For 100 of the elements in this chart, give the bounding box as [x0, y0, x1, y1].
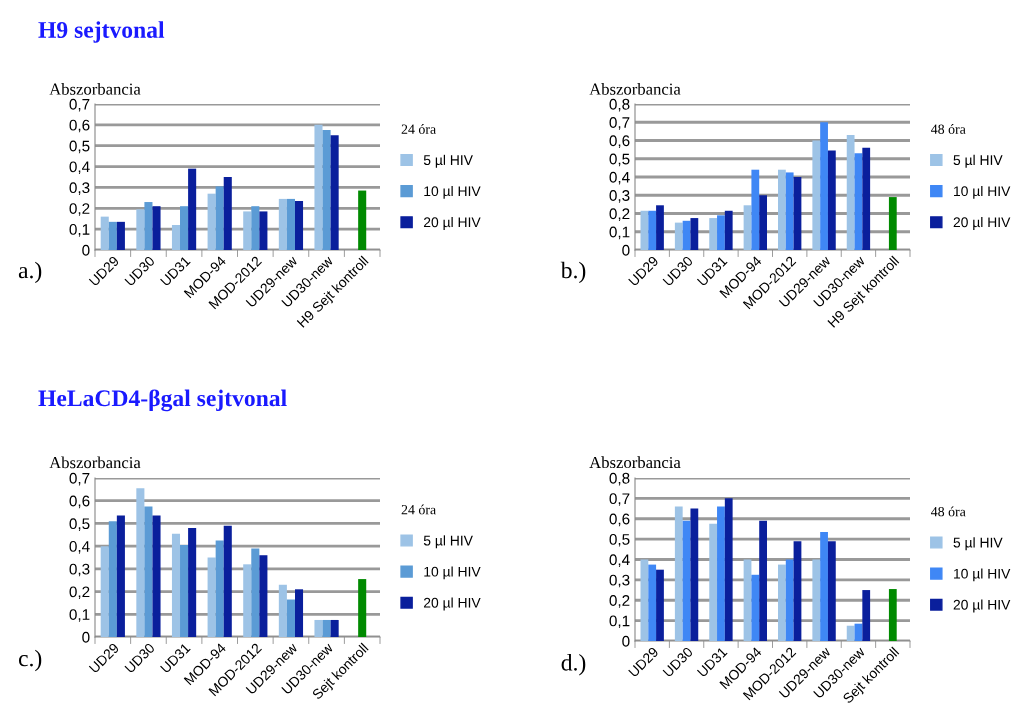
bar — [116, 221, 125, 250]
legend-label: 20 µl HIV — [953, 599, 1011, 613]
bar — [846, 625, 855, 641]
bar — [812, 140, 821, 250]
y-tick-label: 0 — [82, 244, 90, 256]
text: c.) — [18, 649, 42, 672]
bar — [294, 200, 304, 250]
bar — [682, 520, 691, 641]
y-tick-label: 0 — [622, 635, 630, 647]
bar — [136, 488, 145, 637]
bar — [243, 564, 252, 637]
bar — [152, 515, 161, 637]
bar — [251, 548, 260, 637]
bar — [846, 135, 855, 250]
bar — [100, 546, 109, 637]
y-tick-label: 0,4 — [609, 171, 630, 185]
bar — [785, 559, 794, 641]
bar — [322, 130, 331, 250]
legend-title: 24 óra — [401, 504, 436, 515]
bar — [251, 206, 260, 250]
y-tick-label: 0,6 — [609, 135, 630, 148]
bar — [820, 122, 828, 250]
y-tick-label: 0,6 — [609, 513, 630, 527]
legend-label: 20 µl HIV — [953, 216, 1011, 230]
text: d.) — [561, 654, 586, 676]
bar — [322, 619, 331, 637]
y-tick-label: 0,7 — [609, 493, 630, 506]
bar — [100, 216, 109, 250]
legend-label: 20 µl HIV — [423, 216, 481, 230]
bar — [778, 564, 786, 641]
bar — [759, 195, 767, 250]
y-tick-label: 0,2 — [609, 208, 630, 221]
y-tick-label: 0,3 — [69, 563, 90, 577]
bar — [152, 206, 161, 250]
y-tick-label: 0,4 — [609, 554, 630, 567]
bar — [278, 584, 287, 637]
bar — [278, 198, 287, 250]
y-tick-label: 0,1 — [609, 615, 630, 629]
bar — [207, 557, 216, 637]
bar — [215, 186, 224, 250]
bar — [358, 190, 367, 250]
bar — [724, 210, 733, 250]
y-tick-label: 0,2 — [69, 586, 90, 600]
bar — [793, 541, 802, 641]
bar — [223, 525, 232, 637]
bar — [717, 506, 725, 641]
y-tick-label: 0 — [82, 631, 90, 643]
bar — [144, 202, 153, 250]
bar — [717, 215, 725, 250]
bar — [862, 147, 871, 250]
bar — [656, 569, 664, 641]
y-tick-label: 0,4 — [69, 161, 90, 175]
bar — [180, 545, 189, 637]
legend-label: 20 µl HIV — [423, 597, 481, 611]
legend-label: 5 µl HIV — [953, 537, 1003, 551]
bar — [108, 521, 117, 637]
bar — [136, 209, 145, 250]
bar — [223, 177, 232, 250]
bar — [358, 579, 367, 637]
bar — [188, 168, 197, 250]
bar — [144, 506, 153, 637]
text: a.) — [18, 261, 42, 284]
bar — [286, 599, 295, 637]
text: b.) — [560, 261, 586, 284]
y-tick-label: 0,3 — [609, 574, 630, 588]
bar — [314, 619, 323, 637]
bar — [709, 523, 718, 641]
legend-label: 5 µl HIV — [953, 154, 1003, 168]
bar — [743, 205, 752, 250]
bar — [709, 218, 718, 250]
legend-title: 48 óra — [931, 124, 966, 134]
bar — [827, 150, 836, 250]
bar — [294, 589, 304, 637]
y-axis-title: Abszorbancia — [589, 83, 681, 95]
bar — [690, 508, 699, 641]
bar — [674, 506, 683, 641]
y-tick-label: 0,3 — [69, 182, 90, 195]
bar — [330, 619, 339, 637]
bar — [207, 193, 216, 250]
legend-label: 10 µl HIV — [954, 185, 1011, 199]
bar — [188, 527, 197, 637]
y-tick-label: 0,5 — [69, 518, 90, 531]
bar — [648, 564, 657, 641]
bar — [314, 124, 323, 250]
y-tick-label: 0,8 — [609, 98, 630, 112]
bar — [820, 531, 828, 641]
y-tick-label: 0 — [622, 244, 630, 256]
y-tick-label: 0,5 — [609, 153, 630, 167]
y-tick-label: 0,6 — [69, 119, 90, 133]
y-axis-title: Abszorbancia — [589, 456, 681, 469]
y-tick-label: 0,2 — [609, 595, 630, 608]
bar — [751, 169, 760, 250]
y-tick-label: 0,1 — [69, 224, 90, 237]
y-tick-label: 0,1 — [609, 226, 630, 240]
bar — [690, 218, 699, 250]
legend-label: 10 µl HIV — [424, 566, 481, 580]
legend-label: 10 µl HIV — [954, 568, 1011, 582]
bar — [656, 205, 664, 250]
bar — [648, 210, 657, 250]
y-axis-title: Abszorbancia — [49, 83, 141, 95]
